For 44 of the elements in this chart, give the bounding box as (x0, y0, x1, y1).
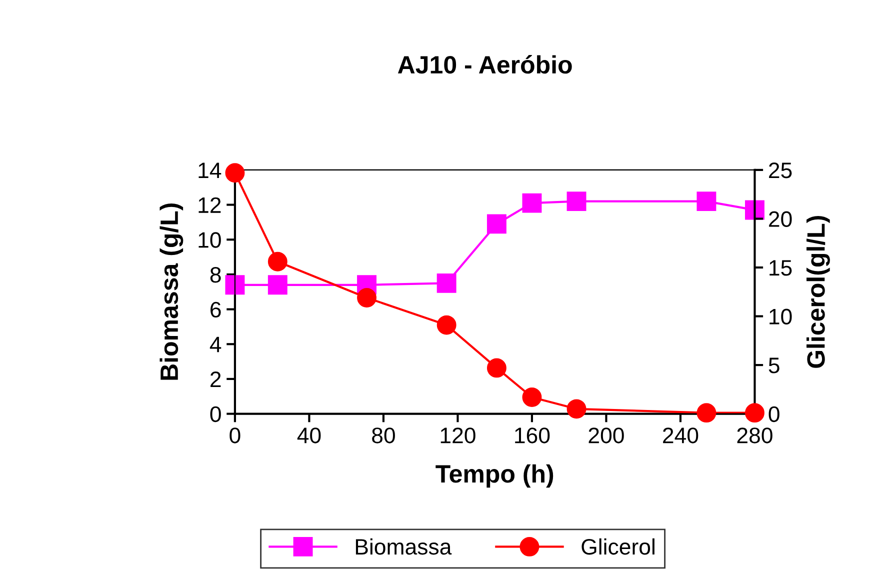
y-axis-title: Biomassa (g/L) (160, 204, 184, 380)
point (436, 315, 456, 335)
y-tick-label: 2 (210, 372, 221, 388)
legend-label: Glicerol (582, 538, 654, 555)
point (268, 275, 288, 295)
legend-label: Biomassa (356, 538, 452, 555)
point (268, 252, 288, 272)
point (357, 288, 376, 308)
point (566, 399, 586, 419)
y2-tick-label: 5 (768, 358, 780, 374)
x-tick-label: 120 (440, 428, 476, 444)
y2-tick-label: 10 (770, 308, 792, 325)
point (522, 387, 542, 407)
x-axis-title: Tempo (h) (436, 464, 554, 488)
y2-axis-title: Glicerol(gl/L) (806, 216, 830, 368)
y-tick-label: 12 (198, 197, 221, 213)
y-tick-label: 14 (198, 162, 222, 178)
x-tick-label: 0 (230, 428, 240, 444)
point (225, 163, 245, 183)
point (486, 214, 506, 234)
y-tick-label: 0 (210, 406, 221, 422)
point (696, 192, 716, 212)
chart-title: AJ10 - Aeróbio (398, 55, 572, 74)
y2-tick-label: 0 (768, 406, 780, 422)
x-tick-label: 240 (663, 428, 698, 444)
point (436, 273, 456, 293)
point (566, 192, 586, 212)
y-tick-label: 8 (210, 266, 221, 283)
point (486, 358, 506, 378)
point (696, 403, 716, 423)
y2-tick-label: 15 (770, 260, 792, 276)
y-tick-label: 4 (210, 336, 222, 352)
point (744, 403, 764, 423)
x-tick-label: 200 (588, 428, 624, 444)
point (522, 193, 542, 213)
y-tick-label: 6 (210, 302, 221, 318)
y2-tick-label: 25 (769, 162, 792, 178)
x-tick-label: 40 (297, 428, 321, 444)
y-tick-label: 10 (198, 232, 221, 248)
point (225, 275, 245, 295)
x-tick-label: 80 (372, 428, 395, 444)
x-tick-label: 280 (737, 428, 772, 444)
x-tick-label: 160 (515, 428, 550, 444)
y2-tick-label: 20 (769, 211, 792, 227)
